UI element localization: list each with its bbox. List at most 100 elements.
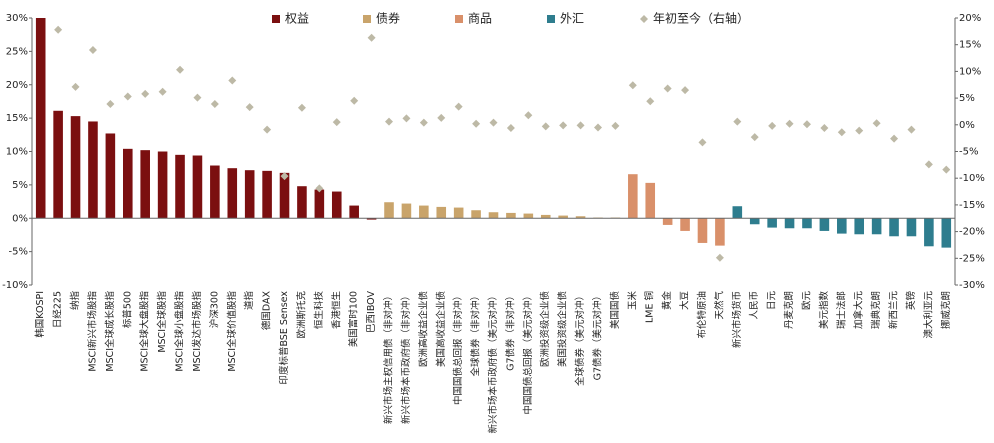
ytd-point	[750, 133, 759, 142]
y-tick-label: 25%	[6, 46, 28, 57]
ytd-point	[785, 119, 794, 128]
bar	[122, 148, 133, 219]
legend-marker	[455, 15, 463, 23]
legend: 权益 债券 商品 外汇 年初至今（右轴）	[272, 11, 749, 26]
bar	[697, 218, 708, 243]
bar	[192, 155, 203, 219]
ytd-point	[472, 119, 481, 128]
y2-tick-label: 0%	[959, 120, 975, 131]
x-tick-label: 香港恒生	[330, 291, 342, 330]
bar	[575, 216, 586, 219]
x-tick-label: MSCI新兴市场股指	[86, 291, 98, 372]
ytd-point	[907, 125, 916, 134]
ytd-point	[837, 128, 846, 137]
bar	[175, 154, 185, 219]
ytd-point	[297, 103, 306, 112]
y2-tick-label: 15%	[959, 40, 981, 51]
x-tick-label: 中国国债总回报（非对冲）	[452, 291, 464, 405]
ytd-point	[332, 118, 341, 127]
ytd-point	[681, 86, 690, 95]
bar	[506, 212, 516, 219]
x-tick-label: 全球债券（美元对冲）	[574, 291, 586, 386]
y-tick-label: -5%	[9, 247, 28, 258]
ytd-point	[158, 87, 167, 96]
x-tick-label: 新兴市场主权信用债（非对冲）	[383, 291, 395, 424]
x-tick-label: 欧元	[800, 291, 812, 311]
x-tick-label: 全球债券（非对冲）	[470, 291, 482, 377]
ytd-point	[646, 97, 655, 106]
ytd-point	[715, 253, 724, 262]
ytd-point	[768, 121, 777, 130]
x-tick-label: 布伦特原油	[696, 291, 708, 339]
x-tick-label: 加拿大元	[853, 291, 865, 330]
bar	[540, 214, 551, 219]
ytd-point	[611, 121, 620, 130]
bar	[906, 218, 917, 237]
ytd-point	[559, 121, 568, 130]
x-tick-label: 沪深300	[208, 291, 220, 328]
bar	[924, 218, 934, 247]
legend-marker	[363, 15, 371, 23]
x-tick-label: 中国国债总回报（美元对冲）	[522, 291, 534, 415]
bar	[279, 172, 290, 219]
x-tick-label: MSCI全球股指	[156, 291, 168, 353]
bar	[262, 170, 272, 219]
x-tick-label: 美国投资级企业债	[557, 291, 569, 368]
x-tick-label: 美国富时100	[348, 291, 360, 347]
ytd-point	[872, 119, 881, 128]
x-tick-label: 美国国债	[609, 291, 621, 330]
ytd-point	[802, 120, 811, 129]
bar	[837, 218, 847, 234]
x-tick-label: 人民币	[749, 291, 760, 320]
bar	[732, 206, 743, 219]
legend-label: 年初至今（右轴）	[653, 11, 749, 26]
x-tick-label: 挪威克朗	[940, 291, 952, 329]
y-tick-label: 20%	[6, 80, 28, 91]
bar	[784, 218, 795, 229]
x-tick-label: LME 铜	[644, 291, 656, 323]
bar	[871, 218, 882, 235]
ytd-point	[367, 33, 376, 42]
ytd-point	[820, 124, 829, 133]
ytd-point	[280, 172, 289, 181]
bar	[349, 205, 359, 219]
bar	[53, 110, 63, 219]
ytd-point	[315, 184, 324, 193]
y-tick-label: 0%	[12, 213, 28, 224]
x-tick-label: 日元	[767, 291, 778, 311]
x-tick-label: 新兴市场本币政府债（非对冲）	[400, 291, 412, 424]
ytd-point	[176, 65, 185, 74]
ytd-point	[628, 81, 637, 90]
legend-label: 权益	[285, 12, 309, 26]
ytd-point	[593, 123, 602, 132]
bar	[227, 168, 238, 219]
x-tick-label: 巴西IBOV	[366, 291, 377, 333]
y-tick-label: 30%	[6, 13, 28, 24]
bar	[419, 205, 429, 219]
ytd-point	[698, 138, 707, 147]
bar	[628, 174, 638, 219]
bar	[88, 121, 98, 219]
ytd-point	[437, 113, 446, 122]
ytd-point	[942, 165, 951, 174]
x-tick-label: 道指	[243, 291, 255, 311]
bar	[436, 206, 447, 219]
y2-tick-label: -5%	[959, 147, 978, 158]
y2-tick-label: -30%	[959, 280, 985, 291]
x-tick-label: MSCI全球成长股指	[104, 291, 116, 372]
ytd-point	[193, 93, 202, 102]
ytd-point	[506, 124, 515, 133]
bar	[715, 218, 725, 246]
ytd-point	[489, 118, 498, 127]
y2-tick-label: -15%	[959, 200, 985, 211]
ytd-point	[350, 96, 359, 105]
x-tick-label: MSCI全球大盘股指	[139, 291, 151, 372]
ytd-point	[576, 121, 585, 130]
bar	[157, 151, 168, 219]
y2-tick-label: 5%	[959, 93, 975, 104]
x-tick-label: 韩国KOSPI	[34, 291, 46, 338]
bar	[366, 218, 377, 220]
bar	[105, 133, 116, 219]
x-tick-label: 美国高收益企业债	[435, 291, 447, 368]
